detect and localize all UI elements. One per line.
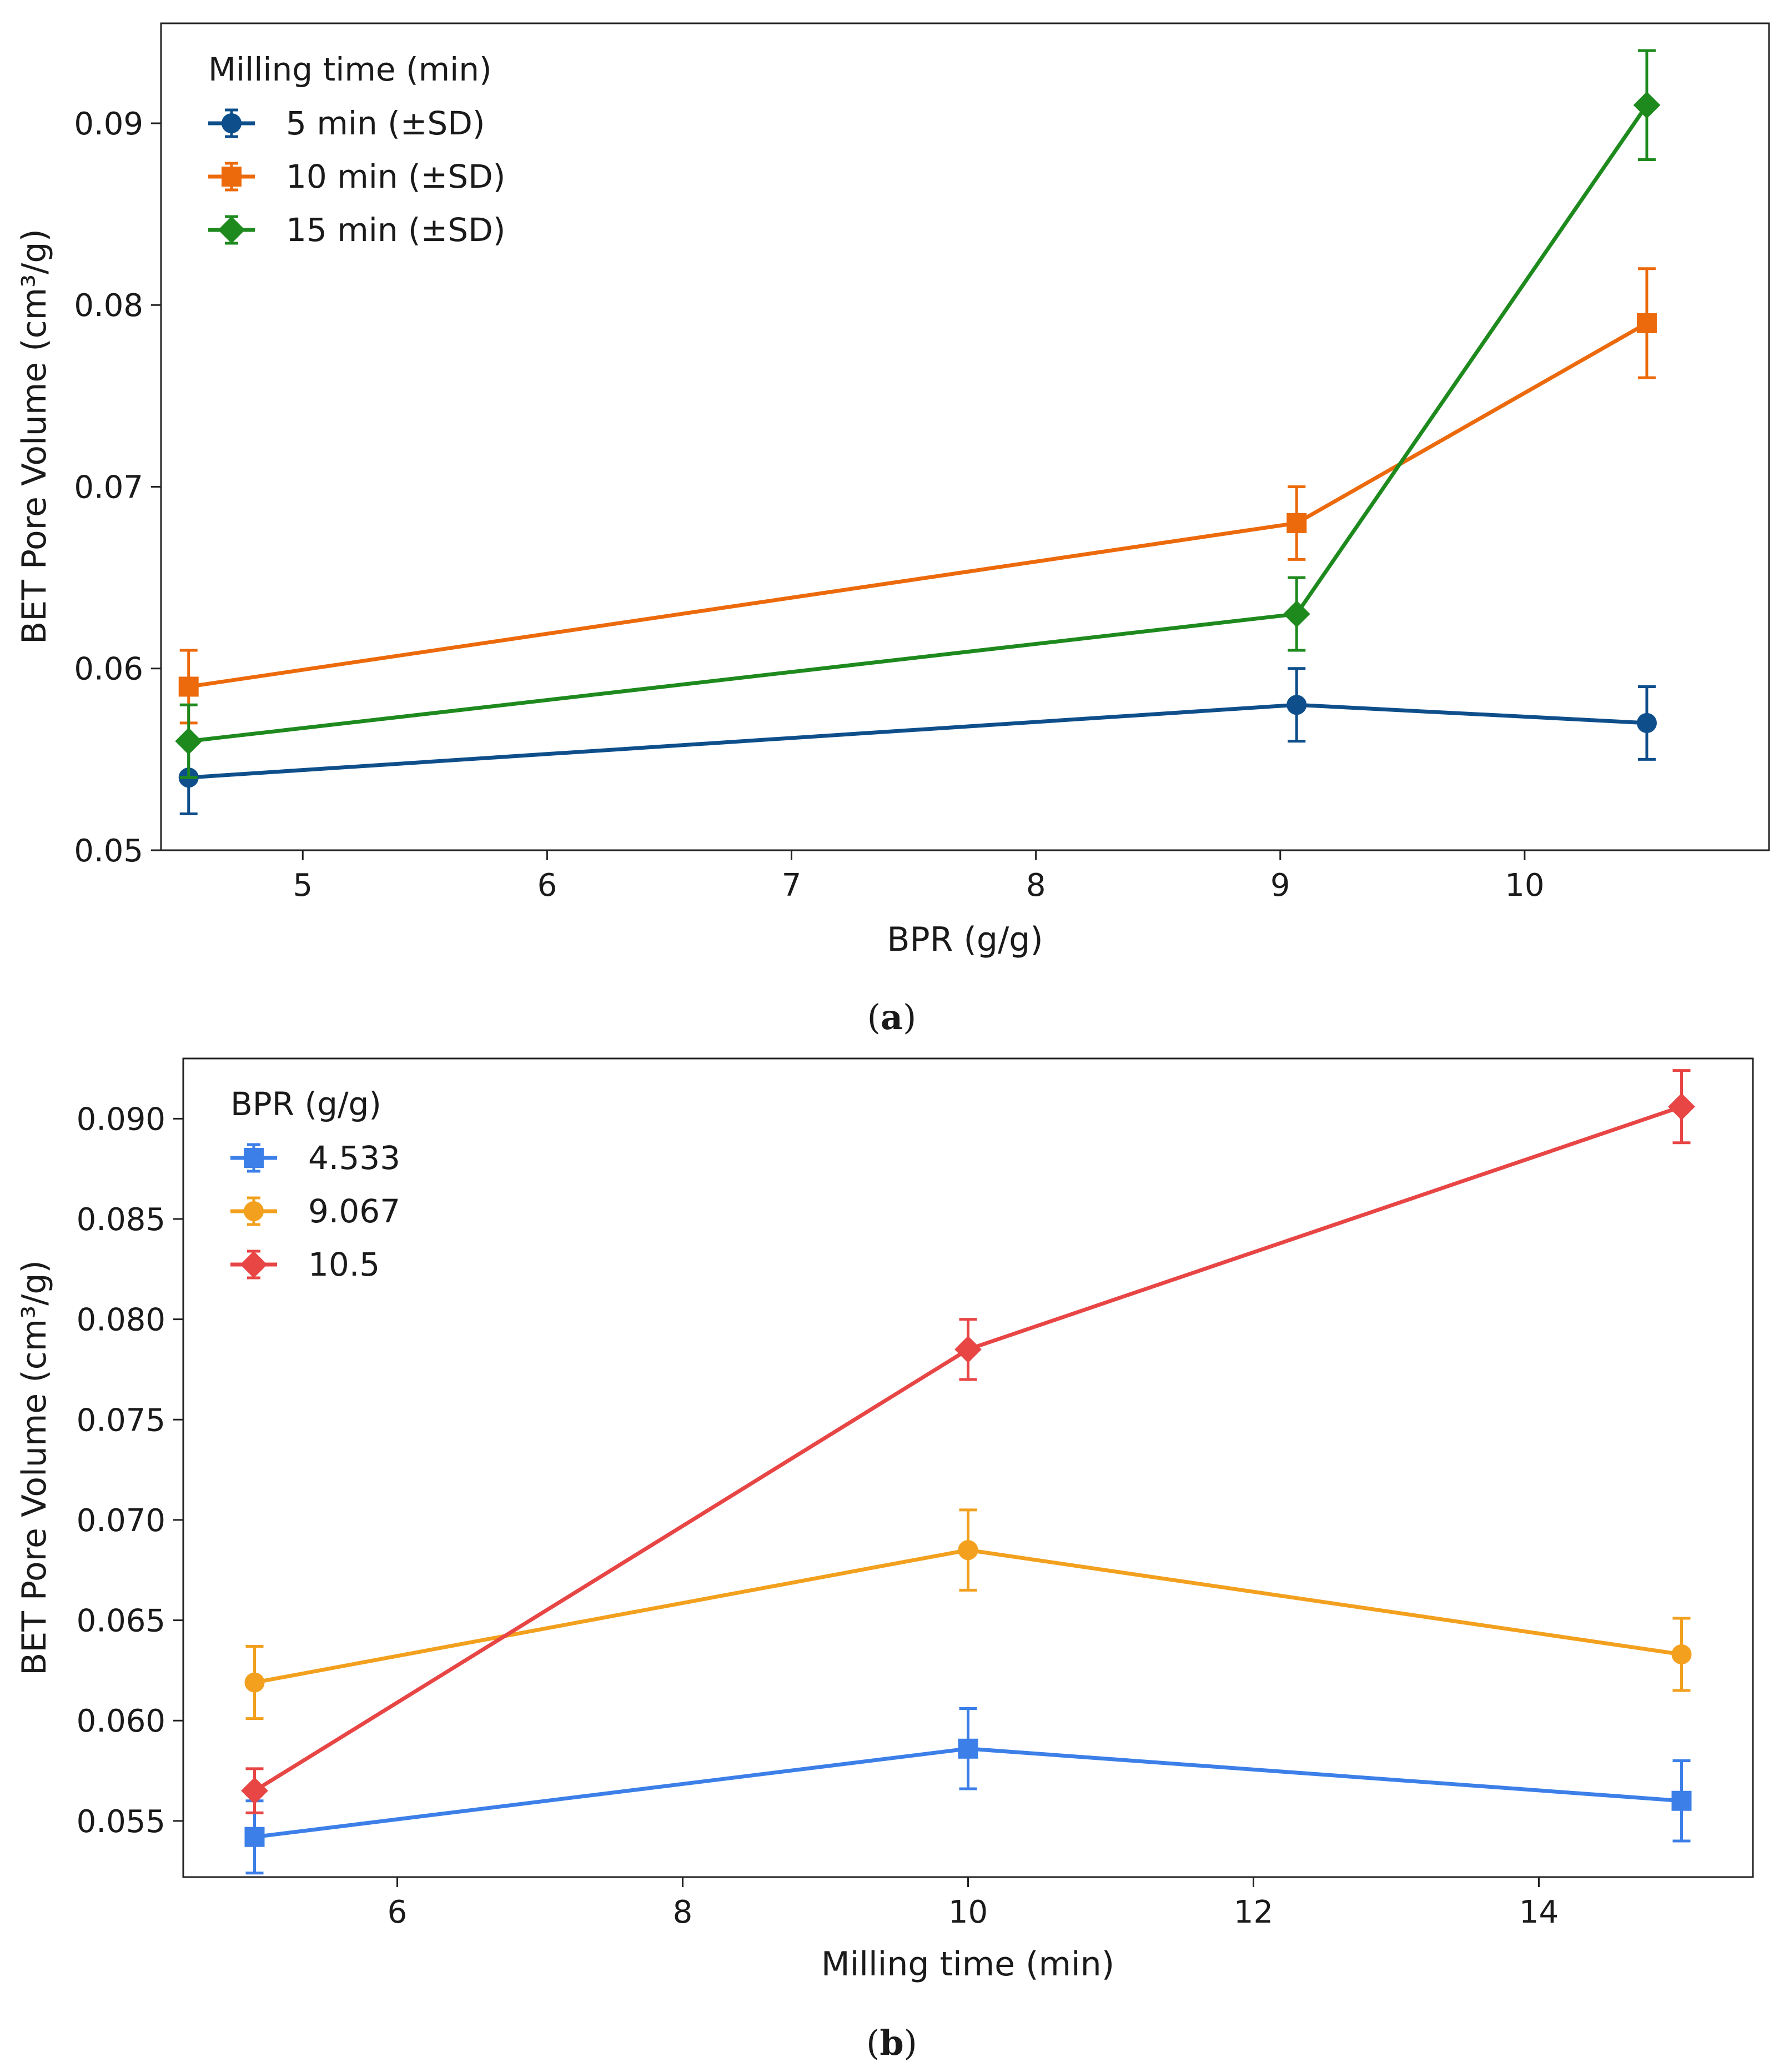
panel-a-legend-entry: 5 min (±SD)	[208, 104, 485, 142]
panel-a-legend-label: 10 min (±SD)	[286, 158, 505, 195]
panel-b-legend-entry: 9.067	[230, 1192, 400, 1230]
panel-a-y-tick-label: 0.06	[74, 651, 143, 688]
panel-b-caption: (b)	[866, 2023, 917, 2063]
panel-b-data-point	[1671, 1790, 1692, 1811]
panel-b-caption-letter: b	[880, 2023, 903, 2063]
panel-b-y-tick-label: 0.090	[77, 1101, 165, 1137]
panel-a-data-point	[1636, 313, 1657, 333]
panel-b-y-tick-label: 0.070	[77, 1503, 165, 1539]
panel-b-legend-label: 4.533	[308, 1139, 400, 1177]
panel-a-caption: (a)	[867, 997, 917, 1037]
panel-b-y-tick-label: 0.065	[77, 1603, 165, 1639]
panel-a-caption-letter: a	[881, 997, 903, 1037]
panel-b-series	[241, 1069, 1695, 1875]
panel-b-y-tick-label: 0.055	[77, 1804, 165, 1840]
panel-a-y-tick-label: 0.09	[74, 106, 143, 142]
panel-a-legend-marker	[222, 167, 242, 187]
panel-b-y-tick-label: 0.060	[77, 1703, 165, 1739]
panel-b-series-1	[244, 1508, 1692, 1720]
panel-a-x-tick-label: 5	[293, 867, 313, 904]
panel-b-legend: BPR (g/g) 4.533 9.067 10.5	[230, 1085, 400, 1283]
panel-a-data-point	[1287, 513, 1307, 533]
panel-b-legend-entry: 10.5	[230, 1246, 380, 1283]
panel-a-x-tick-label: 10	[1505, 867, 1544, 904]
panel-a-series	[175, 49, 1661, 816]
panel-a-series-1	[178, 267, 1657, 725]
panel-b-ticks: 6 8 10 12 14 0.055 0.060 0.065 0.070 0.075 0.080 0.…	[77, 1101, 1559, 1930]
panel-a-data-point	[178, 676, 199, 697]
panel-a-data-point	[1287, 695, 1307, 715]
panel-b-legend-entry: 4.533	[230, 1139, 400, 1177]
panel-a-series-2	[175, 49, 1661, 779]
panel-a-x-tick-label: 6	[537, 867, 557, 904]
panel-a-x-tick-label: 7	[782, 867, 802, 904]
panel-b-legend-title: BPR (g/g)	[230, 1085, 381, 1123]
panel-a-legend-entry: 15 min (±SD)	[208, 211, 505, 249]
panel-b-legend-label: 10.5	[308, 1246, 380, 1283]
panel-a-x-tick-label: 9	[1270, 867, 1290, 904]
panel-a-legend-label: 5 min (±SD)	[286, 104, 485, 142]
panel-a-legend-entry: 10 min (±SD)	[208, 158, 505, 195]
panel-a-y-tick-label: 0.07	[74, 469, 143, 505]
panel-a-legend-marker	[222, 113, 242, 133]
panel-b-x-tick-label: 14	[1519, 1894, 1559, 1930]
panel-b-data-point	[958, 1738, 978, 1759]
panel-b-y-tick-label: 0.075	[77, 1402, 165, 1438]
panel-b-y-tick-label: 0.080	[77, 1302, 165, 1338]
panel-a-ticks: 5 6 7 8 9 10 0.05 0.06 0.07 0.08 0.09	[74, 106, 1544, 904]
panel-b-legend-marker	[240, 1251, 268, 1278]
panel-b-y-tick-label: 0.085	[77, 1202, 165, 1238]
panel-a-x-axis-label: BPR (g/g)	[887, 920, 1043, 959]
panel-a-legend: Milling time (min) 5 min (±SD) 10 min (±S…	[208, 51, 505, 249]
panel-b-data-point	[244, 1827, 265, 1847]
panel-b-data-point	[241, 1777, 268, 1805]
panel-b-legend-marker	[244, 1201, 264, 1221]
panel-a-chart: 5 6 7 8 9 10 0.05 0.06 0.07 0.08 0.09 Milling time…	[15, 22, 1770, 1037]
panel-a-data-point	[1636, 713, 1657, 733]
panel-b-data-point	[1671, 1644, 1692, 1664]
panel-b-data-point	[954, 1336, 982, 1363]
panel-a-legend-marker	[218, 216, 245, 244]
panel-a-data-point	[1633, 91, 1661, 119]
panel-a-x-tick-label: 8	[1026, 867, 1046, 904]
panel-b-y-axis-label: BET Pore Volume (cm³/g)	[15, 1260, 54, 1675]
panel-b-x-tick-label: 10	[948, 1894, 988, 1930]
panel-b-data-point	[1668, 1093, 1695, 1121]
panel-b-x-axis-label: Milling time (min)	[821, 1945, 1114, 1984]
panel-b-chart: 6 8 10 12 14 0.055 0.060 0.065 0.070 0.075 0.080 0.…	[15, 1057, 1754, 2063]
panel-a-legend-title: Milling time (min)	[208, 51, 492, 88]
panel-b-series-2	[241, 1069, 1695, 1814]
panel-b-legend-marker	[244, 1148, 264, 1168]
panel-b-x-tick-label: 6	[388, 1894, 408, 1930]
panel-a-y-tick-label: 0.08	[74, 288, 143, 324]
panel-b-x-tick-label: 8	[673, 1894, 693, 1930]
panel-b-data-point	[244, 1672, 265, 1693]
panel-a-data-point	[175, 728, 203, 755]
panel-b-series-0	[244, 1707, 1692, 1875]
panel-a-y-tick-label: 0.05	[74, 833, 143, 869]
panel-b-data-point	[958, 1540, 978, 1561]
panel-a-y-axis-label: BET Pore Volume (cm³/g)	[15, 229, 54, 644]
panel-a-data-point	[1283, 600, 1310, 628]
panel-b-x-tick-label: 12	[1234, 1894, 1273, 1930]
panel-a-legend-label: 15 min (±SD)	[286, 211, 505, 249]
panel-b-legend-label: 9.067	[308, 1192, 400, 1230]
